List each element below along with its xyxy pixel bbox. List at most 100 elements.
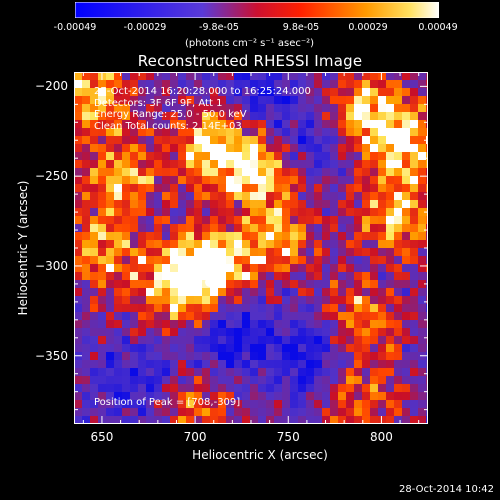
heatmap-cell bbox=[170, 88, 178, 96]
heatmap-cell bbox=[346, 288, 354, 296]
heatmap-cell bbox=[314, 344, 322, 352]
heatmap-cell bbox=[162, 296, 170, 304]
heatmap-cell bbox=[114, 240, 122, 248]
heatmap-cell bbox=[74, 152, 82, 160]
heatmap-cell bbox=[234, 152, 242, 160]
heatmap-cell bbox=[306, 288, 314, 296]
heatmap-cell bbox=[338, 312, 346, 320]
heatmap-cell bbox=[130, 368, 138, 376]
heatmap-cell bbox=[170, 112, 178, 120]
heatmap-cell bbox=[130, 144, 138, 152]
heatmap-cell bbox=[226, 200, 234, 208]
heatmap-cell bbox=[114, 288, 122, 296]
heatmap-cell bbox=[146, 112, 154, 120]
heatmap-cell bbox=[82, 368, 90, 376]
heatmap-cell bbox=[130, 408, 138, 416]
heatmap-cell bbox=[322, 312, 330, 320]
heatmap-cell bbox=[322, 152, 330, 160]
heatmap-cell bbox=[330, 288, 338, 296]
heatmap-cell bbox=[122, 368, 130, 376]
heatmap-cell bbox=[410, 280, 418, 288]
heatmap-cell bbox=[74, 176, 82, 184]
heatmap-cell bbox=[282, 136, 290, 144]
heatmap-cell bbox=[290, 312, 298, 320]
heatmap-cell bbox=[314, 128, 322, 136]
heatmap-cell bbox=[282, 144, 290, 152]
heatmap-cell bbox=[322, 328, 330, 336]
heatmap-cell bbox=[90, 360, 98, 368]
heatmap-cell bbox=[114, 256, 122, 264]
heatmap-cell bbox=[162, 224, 170, 232]
heatmap-cell bbox=[322, 200, 330, 208]
heatmap-cell bbox=[402, 328, 410, 336]
heatmap-cell bbox=[354, 272, 362, 280]
heatmap-cell bbox=[170, 144, 178, 152]
heatmap-cell bbox=[338, 264, 346, 272]
heatmap-cell bbox=[194, 104, 202, 112]
heatmap-cell bbox=[162, 264, 170, 272]
heatmap-cell bbox=[354, 208, 362, 216]
heatmap-cell bbox=[154, 192, 162, 200]
heatmap-cell bbox=[354, 376, 362, 384]
heatmap-cell bbox=[202, 224, 210, 232]
heatmap-cell bbox=[250, 216, 258, 224]
heatmap-cell bbox=[122, 304, 130, 312]
heatmap-cell bbox=[234, 88, 242, 96]
heatmap-cell bbox=[138, 160, 146, 168]
heatmap-cell bbox=[370, 288, 378, 296]
heatmap-cell bbox=[306, 256, 314, 264]
heatmap-cell bbox=[210, 336, 218, 344]
heatmap-cell bbox=[306, 304, 314, 312]
heatmap-cell bbox=[258, 272, 266, 280]
heatmap-cell bbox=[90, 144, 98, 152]
heatmap-cell bbox=[82, 152, 90, 160]
heatmap-cell bbox=[370, 176, 378, 184]
heatmap-cell bbox=[346, 240, 354, 248]
heatmap-cell bbox=[274, 104, 282, 112]
heatmap-cell bbox=[162, 152, 170, 160]
heatmap-cell bbox=[170, 80, 178, 88]
heatmap-cell bbox=[130, 344, 138, 352]
heatmap-cell bbox=[330, 400, 338, 408]
heatmap-cell bbox=[322, 400, 330, 408]
heatmap-cell bbox=[82, 96, 90, 104]
heatmap-cell bbox=[154, 128, 162, 136]
heatmap-cell bbox=[306, 344, 314, 352]
heatmap-cell bbox=[250, 96, 258, 104]
heatmap-cell bbox=[178, 160, 186, 168]
heatmap-cell bbox=[266, 96, 274, 104]
heatmap-cell bbox=[122, 168, 130, 176]
heatmap-cell bbox=[130, 136, 138, 144]
heatmap-cell bbox=[210, 368, 218, 376]
heatmap-cell bbox=[314, 336, 322, 344]
heatmap-cell bbox=[346, 152, 354, 160]
heatmap-cell bbox=[234, 192, 242, 200]
heatmap-cell bbox=[378, 200, 386, 208]
heatmap-cell bbox=[354, 152, 362, 160]
heatmap-cell bbox=[314, 352, 322, 360]
heatmap-cell bbox=[378, 224, 386, 232]
heatmap-cell bbox=[90, 384, 98, 392]
heatmap-cell bbox=[290, 392, 298, 400]
heatmap-cell bbox=[346, 208, 354, 216]
heatmap-cell bbox=[98, 312, 106, 320]
heatmap-cell bbox=[298, 312, 306, 320]
heatmap-cell bbox=[130, 128, 138, 136]
heatmap-cell bbox=[306, 192, 314, 200]
heatmap-cell bbox=[202, 256, 210, 264]
heatmap-cell bbox=[138, 240, 146, 248]
heatmap-cell bbox=[370, 232, 378, 240]
heatmap-cell bbox=[154, 320, 162, 328]
heatmap-cell bbox=[306, 200, 314, 208]
heatmap-cell bbox=[274, 232, 282, 240]
heatmap-cell bbox=[314, 320, 322, 328]
heatmap-cell bbox=[290, 96, 298, 104]
heatmap-cell bbox=[106, 240, 114, 248]
heatmap-cell bbox=[394, 200, 402, 208]
heatmap-cell bbox=[138, 232, 146, 240]
heatmap-cell bbox=[194, 288, 202, 296]
heatmap-cell bbox=[386, 408, 394, 416]
heatmap-cell bbox=[258, 264, 266, 272]
heatmap-cell bbox=[394, 152, 402, 160]
heatmap-cell bbox=[322, 384, 330, 392]
